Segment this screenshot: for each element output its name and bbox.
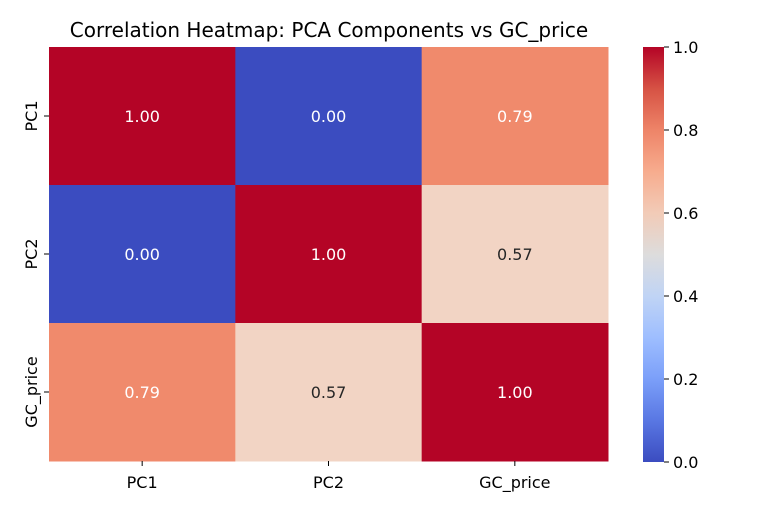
- heatmap-cell-1-3: [421, 47, 609, 186]
- cell-value-label: 0.00: [311, 107, 347, 126]
- heatmap-cell-1-1: [49, 47, 236, 186]
- colorbar-tick-label: 0.2: [673, 370, 698, 389]
- cell-value-label: 0.79: [497, 107, 533, 126]
- heatmap-cell-3-3: [421, 323, 609, 462]
- heatmap-cell-2-1: [49, 185, 236, 324]
- y-tick-label: PC2: [22, 239, 41, 270]
- cell-value-label: 0.00: [124, 245, 160, 264]
- x-tick-label: PC2: [313, 473, 344, 492]
- x-axis: PC1 PC2 GC_price: [127, 461, 551, 493]
- cell-value-label: 0.79: [124, 383, 160, 402]
- y-tick-label: GC_price: [22, 356, 42, 427]
- colorbar-gradient: [643, 47, 664, 462]
- x-tick-label: GC_price: [479, 473, 550, 493]
- colorbar-ticks: 0.0 0.2 0.4 0.6 0.8 1.0: [664, 38, 698, 472]
- cell-value-label: 0.57: [311, 383, 347, 402]
- cell-value-label: 1.00: [311, 245, 347, 264]
- chart-title: Correlation Heatmap: PCA Components vs G…: [70, 18, 588, 42]
- colorbar-tick-label: 0.0: [673, 453, 698, 472]
- colorbar-tick-label: 1.0: [673, 38, 698, 57]
- colorbar-tick-label: 0.4: [673, 287, 698, 306]
- heatmap-cell-3-2: [235, 323, 423, 462]
- colorbar: 0.0 0.2 0.4 0.6 0.8 1.0: [643, 38, 698, 472]
- colorbar-tick-label: 0.6: [673, 204, 698, 223]
- heatmap-cell-2-3: [421, 185, 609, 324]
- cell-value-label: 1.00: [124, 107, 160, 126]
- colorbar-tick-label: 0.8: [673, 121, 698, 140]
- cell-value-label: 1.00: [497, 383, 533, 402]
- x-tick-label: PC1: [127, 473, 158, 492]
- heatmap-cell-3-1: [49, 323, 236, 462]
- y-axis: PC1 PC2 GC_price: [22, 101, 49, 428]
- cell-value-label: 0.57: [497, 245, 533, 264]
- y-tick-label: PC1: [22, 101, 41, 132]
- heatmap-cells: [49, 47, 609, 462]
- heatmap-cell-1-2: [235, 47, 423, 186]
- heatmap-cell-2-2: [235, 185, 423, 324]
- heatmap-cell-labels: 1.00 0.00 0.79 0.00 1.00 0.57 0.79 0.57 1.00: [124, 107, 532, 402]
